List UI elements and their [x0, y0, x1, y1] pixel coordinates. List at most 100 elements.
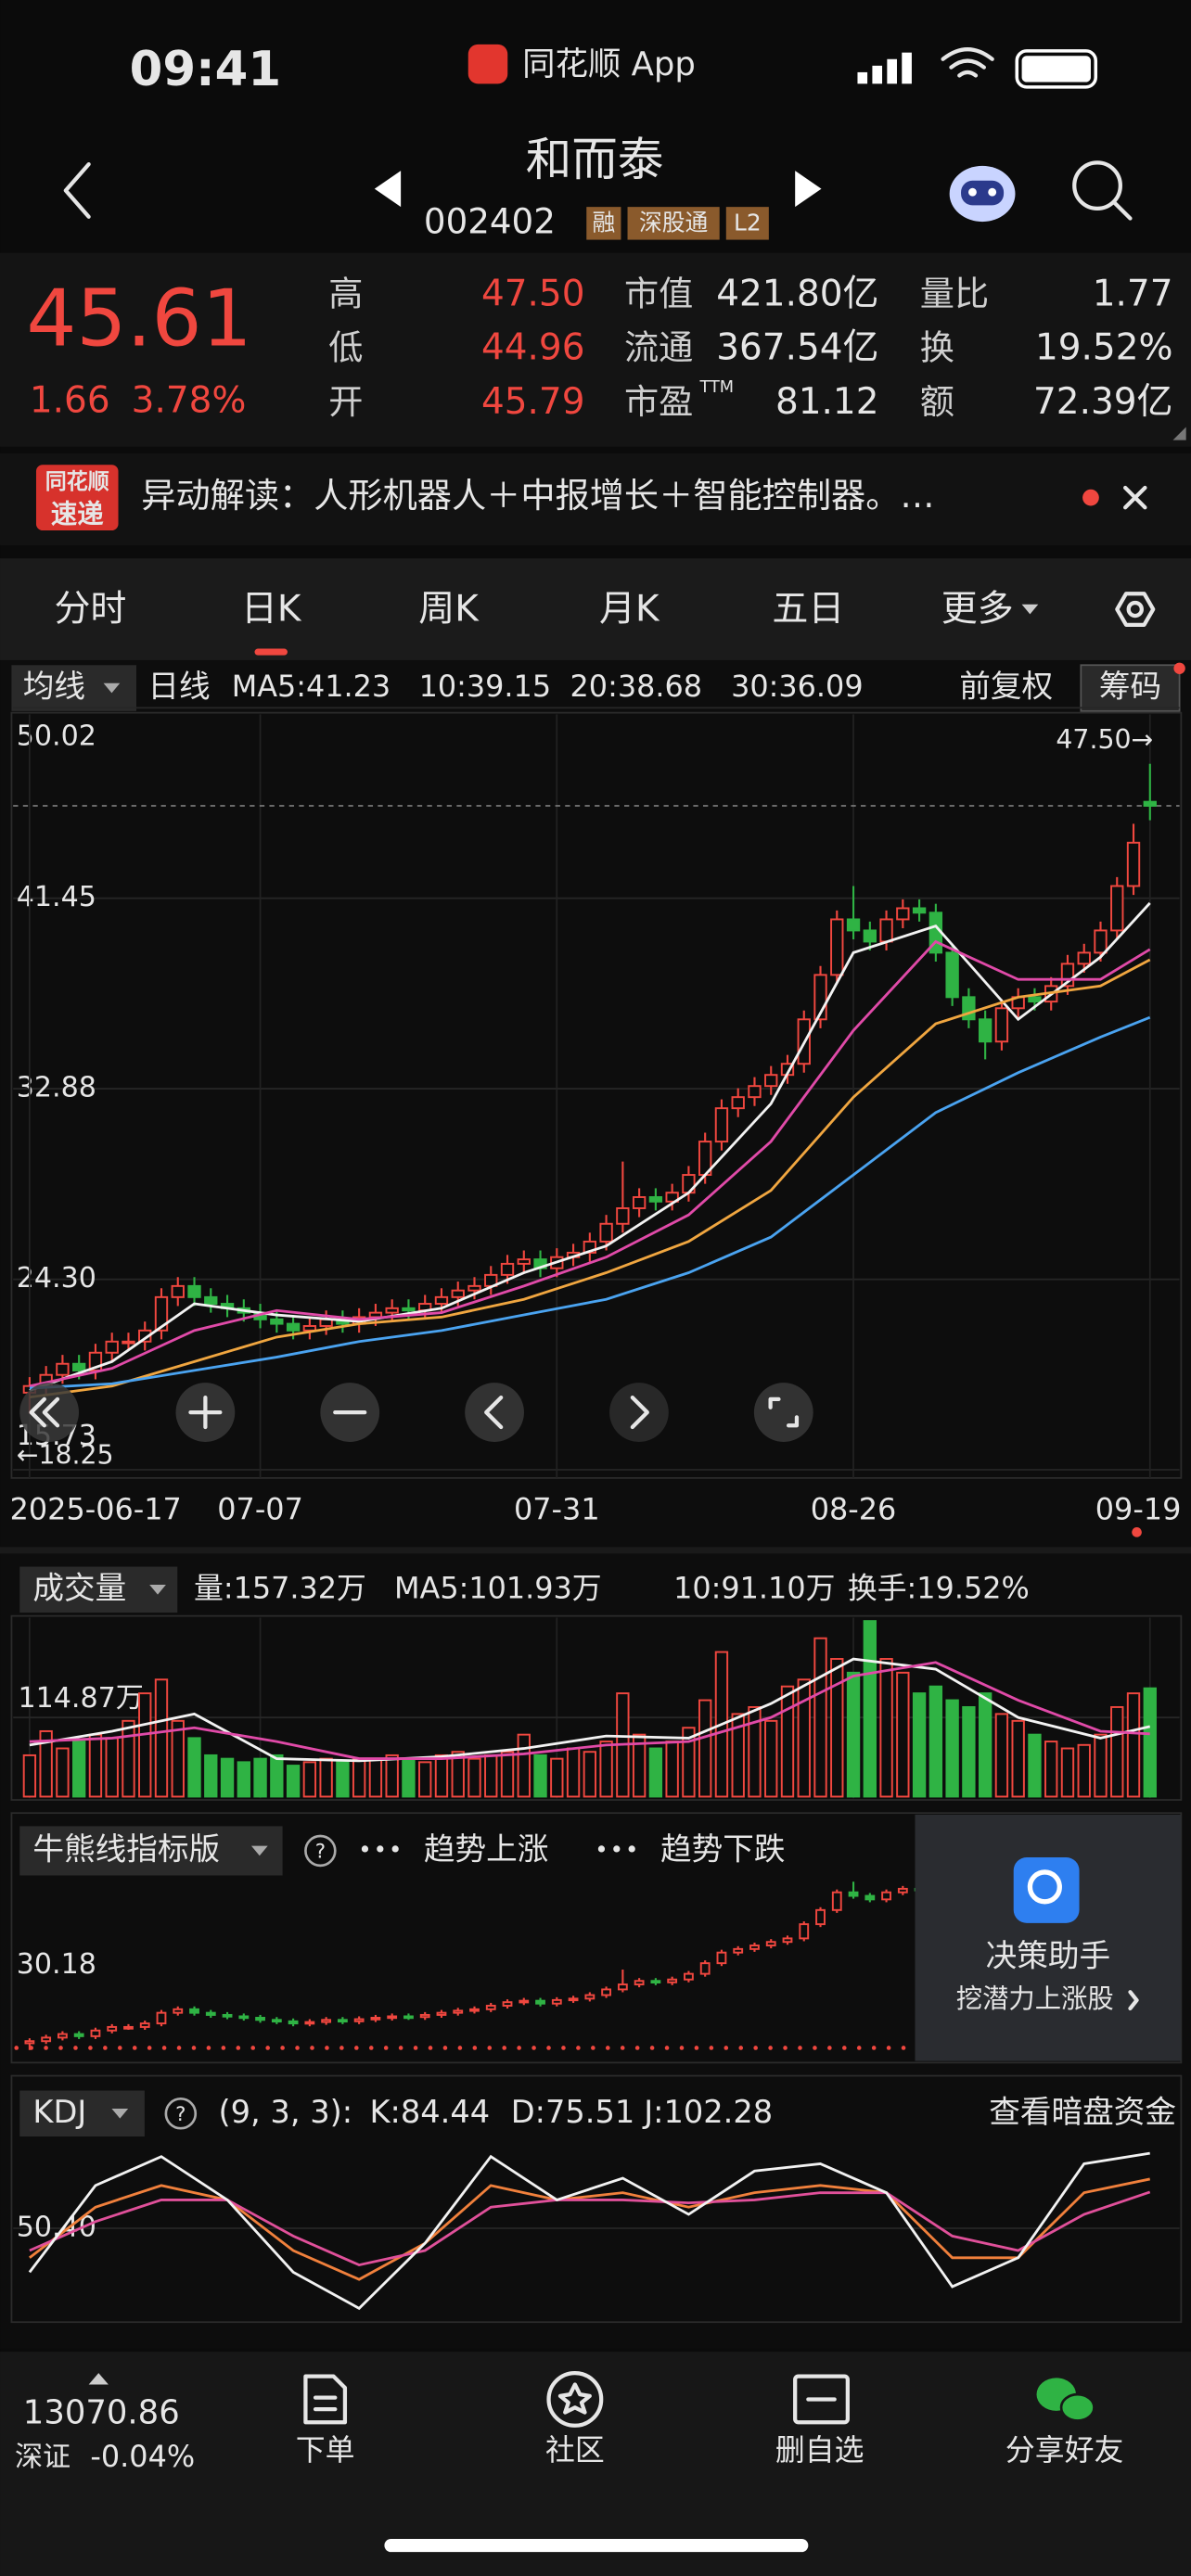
icon-part — [768, 1396, 800, 1428]
trend-dot — [117, 2046, 122, 2050]
volume-bar — [583, 1751, 597, 1798]
close-news[interactable] — [1123, 485, 1147, 510]
volume-bar — [665, 1741, 679, 1798]
trend-dot — [295, 2046, 300, 2050]
tab-indicator — [254, 648, 288, 656]
settings-button[interactable] — [1115, 592, 1156, 627]
tab[interactable]: 更多 — [941, 588, 1014, 630]
adjust[interactable]: 前复权 — [959, 669, 1053, 705]
community-icon — [557, 2382, 592, 2415]
candle-body — [650, 1980, 661, 1983]
search-button[interactable] — [1072, 160, 1133, 221]
trend-dot — [413, 2046, 418, 2050]
back-button[interactable] — [63, 161, 91, 219]
assistant-button[interactable] — [949, 165, 1016, 223]
volume-bar — [863, 1620, 877, 1798]
candle-body — [451, 1289, 465, 1298]
tag: L2 — [734, 210, 762, 236]
bull-bear-legend: ••• 趋势上涨 ••• 趋势下跌 — [358, 1830, 785, 1867]
candle-body — [994, 1007, 1009, 1043]
candle-body — [403, 2015, 414, 2020]
index-change: -0.04% — [90, 2439, 195, 2474]
bull-bear-select[interactable] — [19, 1826, 283, 1876]
trend-dot — [472, 2046, 478, 2050]
candle-body — [304, 2021, 315, 2025]
x-tick-label: 08-26 — [811, 1491, 897, 1526]
dropdown-arrow — [103, 682, 121, 694]
volume-bar — [1060, 1747, 1075, 1798]
tab[interactable]: 分时 — [54, 588, 126, 630]
legend-entry: 20:38.68 — [570, 669, 702, 704]
volume-bar — [451, 1751, 465, 1798]
volume-bar — [56, 1747, 70, 1798]
candle-body — [535, 1999, 545, 2005]
indicator: 均线 — [23, 669, 85, 705]
help-icon[interactable] — [304, 1834, 337, 1868]
next-stock[interactable] — [795, 171, 822, 208]
trend-dot — [724, 2046, 729, 2050]
volume-bar — [72, 1741, 86, 1798]
today-dot — [1132, 1527, 1142, 1537]
candle-body — [714, 1107, 729, 1143]
icon-part — [188, 1396, 223, 1430]
volume-bar — [237, 1761, 250, 1798]
dropdown-arrow — [149, 1585, 166, 1595]
control-button[interactable] — [465, 1383, 524, 1442]
news-row[interactable] — [0, 453, 1191, 545]
volume-bar — [122, 1719, 135, 1798]
nav-item[interactable]: 分享好友 — [1005, 2432, 1123, 2468]
remove-icon — [793, 2374, 850, 2425]
candle-body — [1143, 800, 1157, 807]
icon-part — [857, 71, 868, 84]
icon-part — [29, 1396, 60, 1428]
control-button[interactable] — [609, 1383, 669, 1442]
y-tick-label: 114.87万 — [18, 1682, 143, 1715]
trend-dot — [901, 2046, 906, 2050]
trend-dot — [871, 2046, 877, 2050]
legend-entry: 30:36.09 — [731, 669, 863, 704]
trend-dot — [265, 2046, 270, 2050]
nav-item[interactable]: 社区 — [545, 2432, 605, 2468]
volume-bar — [846, 1671, 861, 1798]
chips-button[interactable] — [1080, 664, 1181, 712]
help-icon[interactable] — [164, 2098, 198, 2130]
control-button[interactable] — [175, 1383, 236, 1442]
legend-entry: MA5:101.93万 — [394, 1570, 602, 1605]
control-button[interactable] — [19, 1383, 80, 1442]
volume-bar — [187, 1737, 201, 1798]
volume-bar — [682, 1727, 696, 1798]
icon-part — [753, 1383, 813, 1442]
tab[interactable]: 周K — [418, 588, 480, 630]
icon-part — [630, 1396, 649, 1430]
nav-item[interactable]: 删自选 — [775, 2432, 864, 2468]
candle-body — [105, 1340, 119, 1354]
candle-body — [204, 1295, 218, 1306]
trend-dot — [738, 2046, 744, 2050]
trend-dot — [620, 2046, 625, 2050]
tab[interactable]: 月K — [599, 588, 660, 630]
order-icon — [303, 2374, 348, 2425]
turnover: 换手:19.52% — [848, 1570, 1030, 1605]
candle-body — [123, 2025, 134, 2030]
candle-body — [599, 1222, 613, 1243]
dark-pool-link[interactable]: 查看暗盘资金 — [989, 2094, 1176, 2130]
trend-dot — [88, 2046, 93, 2050]
decision-card[interactable] — [915, 1814, 1182, 2061]
candle-body — [122, 1340, 135, 1345]
candle-body — [502, 2001, 513, 2007]
trend-dot — [487, 2046, 493, 2050]
tab[interactable]: 五日 — [772, 588, 844, 630]
nav-item[interactable]: 下单 — [296, 2432, 355, 2468]
candle-body — [978, 1018, 992, 1043]
volume-select[interactable] — [19, 1566, 178, 1613]
candle-body — [255, 2017, 265, 2021]
control-button[interactable] — [320, 1383, 380, 1442]
prev-stock[interactable] — [374, 171, 402, 208]
candle-body — [286, 1322, 301, 1332]
volume-bar — [484, 1753, 498, 1798]
control-button[interactable] — [753, 1383, 813, 1442]
volume-bar — [204, 1753, 218, 1798]
battery-level — [1021, 56, 1091, 83]
candle-body — [321, 2019, 332, 2023]
tab[interactable]: 日K — [241, 588, 302, 630]
